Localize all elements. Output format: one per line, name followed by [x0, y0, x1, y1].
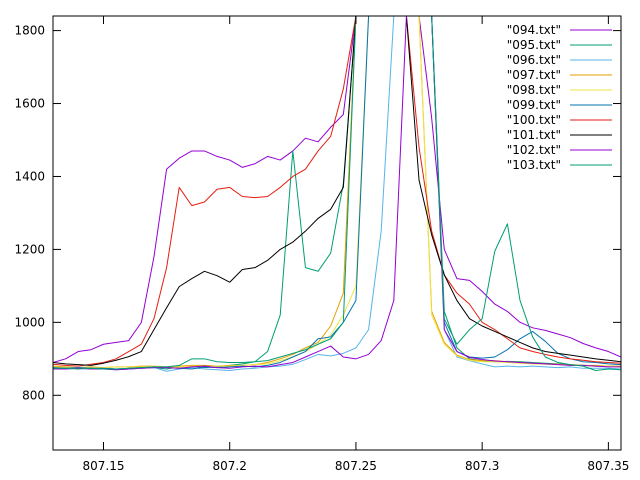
x-tick-label: 807.15 — [82, 459, 124, 473]
y-tick-label: 1400 — [14, 169, 45, 183]
series-layer — [53, 16, 621, 372]
y-axis: 800 1000 1200 1400 1600 1800 — [14, 24, 621, 402]
x-tick-label: 807.25 — [335, 459, 377, 473]
x-tick-label: 807.3 — [465, 459, 499, 473]
legend-label: "097.txt" — [507, 68, 561, 82]
series-line-6 — [53, 16, 621, 367]
y-tick-label: 1000 — [14, 315, 45, 329]
series-line-0 — [53, 16, 621, 363]
legend-label: "100.txt" — [507, 113, 561, 127]
legend-label: "094.txt" — [507, 23, 561, 37]
legend: "094.txt""095.txt""096.txt""097.txt""098… — [507, 23, 612, 172]
legend-label: "099.txt" — [507, 98, 561, 112]
series-line-7 — [53, 16, 621, 366]
x-tick-label: 807.35 — [587, 459, 629, 473]
series-line-9 — [53, 16, 621, 371]
legend-label: "098.txt" — [507, 83, 561, 97]
series-line-8 — [53, 16, 621, 371]
series-line-4 — [53, 16, 621, 369]
legend-label: "095.txt" — [507, 38, 561, 52]
legend-label: "102.txt" — [507, 143, 561, 157]
y-tick-label: 1800 — [14, 24, 45, 38]
legend-label: "096.txt" — [507, 53, 561, 67]
x-axis: 807.15 807.2 807.25 807.3 807.35 — [82, 16, 629, 473]
x-tick-label: 807.2 — [213, 459, 247, 473]
y-tick-label: 800 — [22, 388, 45, 402]
y-tick-label: 1600 — [14, 97, 45, 111]
y-tick-label: 1200 — [14, 242, 45, 256]
legend-label: "101.txt" — [507, 128, 561, 142]
plot-frame — [52, 15, 622, 451]
legend-label: "103.txt" — [507, 158, 561, 172]
